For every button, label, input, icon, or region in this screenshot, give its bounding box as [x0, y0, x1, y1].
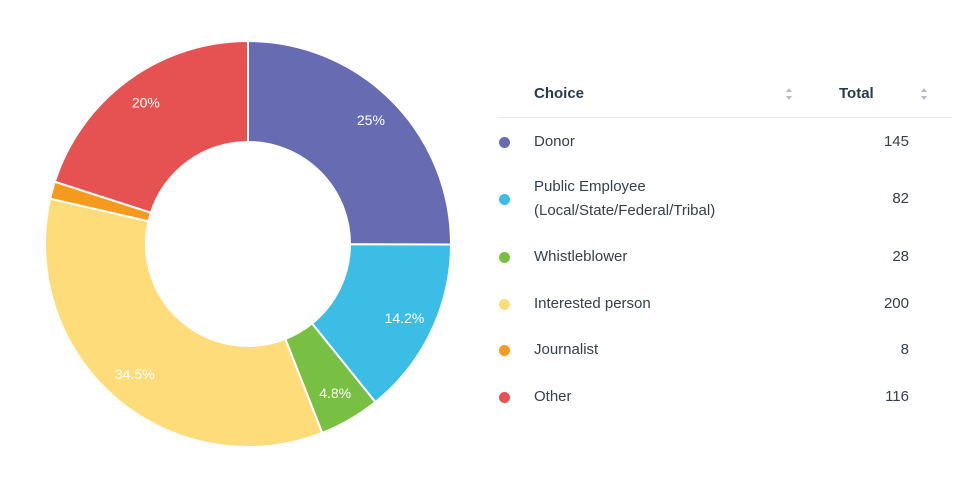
pie-slice-donor[interactable] — [247, 39, 452, 246]
slice-data-label: 20% — [132, 94, 160, 110]
legend-marker-icon — [499, 391, 510, 403]
table-row[interactable]: Donor 145 — [498, 130, 952, 154]
slice-data-label: 14.2% — [385, 310, 425, 326]
row-choice-label-line: Whistleblower — [534, 248, 628, 265]
pie-slice-public[interactable] — [310, 243, 453, 404]
row-choice-label: Donor — [534, 130, 575, 154]
row-choice-label-line: Journalist — [534, 341, 599, 358]
total-column-header[interactable]: Total — [839, 85, 874, 102]
table-row[interactable]: Interested person 200 — [498, 292, 952, 316]
legend-marker-icon — [499, 251, 510, 263]
sort-icon[interactable] — [785, 86, 793, 102]
legend-marker-icon — [499, 298, 510, 310]
row-total-value: 145 — [883, 133, 909, 150]
legend-marker-icon — [499, 193, 510, 205]
table-row[interactable]: Other 116 — [498, 385, 952, 409]
pie-slice-interested[interactable] — [44, 197, 324, 448]
table-header: Choice Total — [498, 70, 952, 118]
choice-column-header[interactable]: Choice — [534, 85, 585, 102]
row-choice-label: Whistleblower — [534, 245, 627, 269]
legend-table: Choice Total Donor 145 Public Employee (Loc… — [498, 70, 952, 405]
row-choice-label-line: Interested person — [534, 295, 651, 312]
row-choice-label-line: Donor — [534, 133, 575, 150]
row-total-value: 82 — [892, 190, 909, 207]
slice-data-label: 34.5% — [115, 366, 155, 382]
legend-marker-icon — [499, 344, 510, 356]
row-choice-label: Journalist — [534, 338, 598, 362]
table-row[interactable]: Journalist 8 — [498, 338, 952, 362]
row-total-value: 200 — [883, 295, 909, 312]
sort-icon[interactable] — [920, 86, 928, 102]
row-total-value: 8 — [900, 341, 909, 358]
row-choice-label: Other — [534, 385, 572, 409]
row-choice-label-line: Public Employee — [534, 178, 646, 195]
row-choice-label: Public Employee (Local/State/Federal/Trib… — [534, 175, 715, 223]
slice-data-label: 25% — [357, 112, 385, 128]
row-total-value: 28 — [892, 248, 909, 265]
row-choice-label: Interested person — [534, 292, 651, 316]
pie-slice-other[interactable] — [53, 39, 249, 214]
row-choice-label-line: Other — [534, 388, 572, 405]
legend-marker-icon — [499, 136, 510, 148]
donut-chart: 25% 14.2% 4.8% 34.5% 20% — [44, 39, 453, 448]
table-row[interactable]: Public Employee (Local/State/Federal/Trib… — [498, 175, 952, 223]
slice-data-label: 4.8% — [319, 385, 351, 401]
row-choice-label-line: (Local/State/Federal/Tribal) — [534, 202, 716, 219]
row-total-value: 116 — [885, 388, 909, 405]
table-row[interactable]: Whistleblower 28 — [498, 245, 952, 269]
